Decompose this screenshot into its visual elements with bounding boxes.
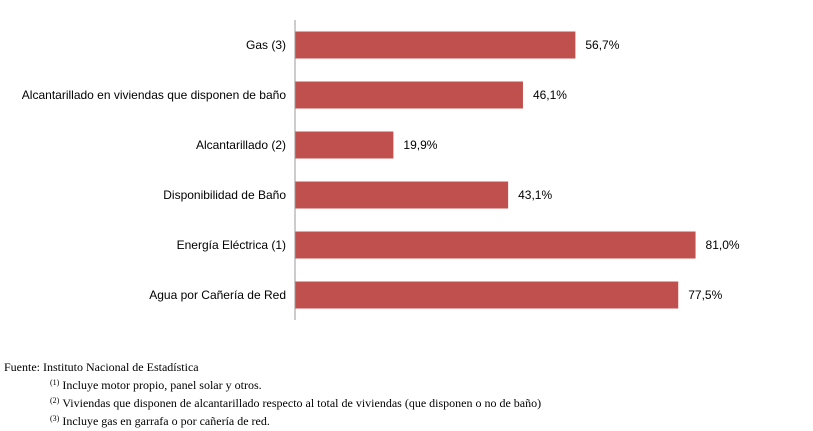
bars-group bbox=[295, 31, 696, 309]
bar-1 bbox=[295, 31, 576, 59]
footnote-2-text: Viviendas que disponen de alcantarillado… bbox=[62, 396, 542, 410]
value-label-3: 19,9% bbox=[403, 138, 437, 152]
source-text: Fuente: Instituto Nacional de Estadístic… bbox=[4, 360, 199, 374]
category-label-6: Agua por Cañería de Red bbox=[149, 288, 286, 302]
category-label-5: Energía Eléctrica (1) bbox=[177, 238, 286, 252]
category-label-3: Alcantarillado (2) bbox=[196, 138, 286, 152]
footnote-1-marker: (1) bbox=[50, 378, 60, 387]
value-label-5: 81,0% bbox=[706, 238, 740, 252]
bar-chart: Gas (3) Alcantarillado en viviendas que d… bbox=[22, 20, 740, 320]
footnote-2: (2) Viviendas que disponen de alcantarill… bbox=[50, 393, 813, 411]
bar-4 bbox=[295, 181, 509, 209]
chart-notes: Fuente: Instituto Nacional de Estadístic… bbox=[0, 360, 813, 429]
bar-3 bbox=[295, 131, 394, 159]
bar-5 bbox=[295, 231, 696, 259]
footnote-2-marker: (2) bbox=[50, 396, 60, 405]
value-labels-group: 56,7% 46,1% 19,9% 43,1% 81,0% 77,5% bbox=[403, 38, 739, 302]
bar-2 bbox=[295, 81, 523, 109]
bar-6 bbox=[295, 281, 679, 309]
value-label-2: 46,1% bbox=[533, 88, 567, 102]
footnote-3-text: Incluye gas en garrafa o por cañería de … bbox=[62, 414, 270, 428]
footnote-3-marker: (3) bbox=[50, 414, 60, 423]
category-label-2: Alcantarillado en viviendas que disponen… bbox=[22, 88, 287, 102]
category-label-1: Gas (3) bbox=[246, 38, 286, 52]
category-labels-group: Gas (3) Alcantarillado en viviendas que d… bbox=[22, 38, 287, 302]
value-label-6: 77,5% bbox=[688, 288, 722, 302]
value-label-1: 56,7% bbox=[585, 38, 619, 52]
footnote-3: (3) Incluye gas en garrafa o por cañería … bbox=[50, 411, 813, 429]
category-label-4: Disponibilidad de Baño bbox=[163, 188, 286, 202]
footnote-1-text: Incluye motor propio, panel solar y otro… bbox=[62, 378, 262, 392]
value-label-4: 43,1% bbox=[518, 188, 552, 202]
footnote-1: (1) Incluye motor propio, panel solar y o… bbox=[50, 375, 813, 393]
